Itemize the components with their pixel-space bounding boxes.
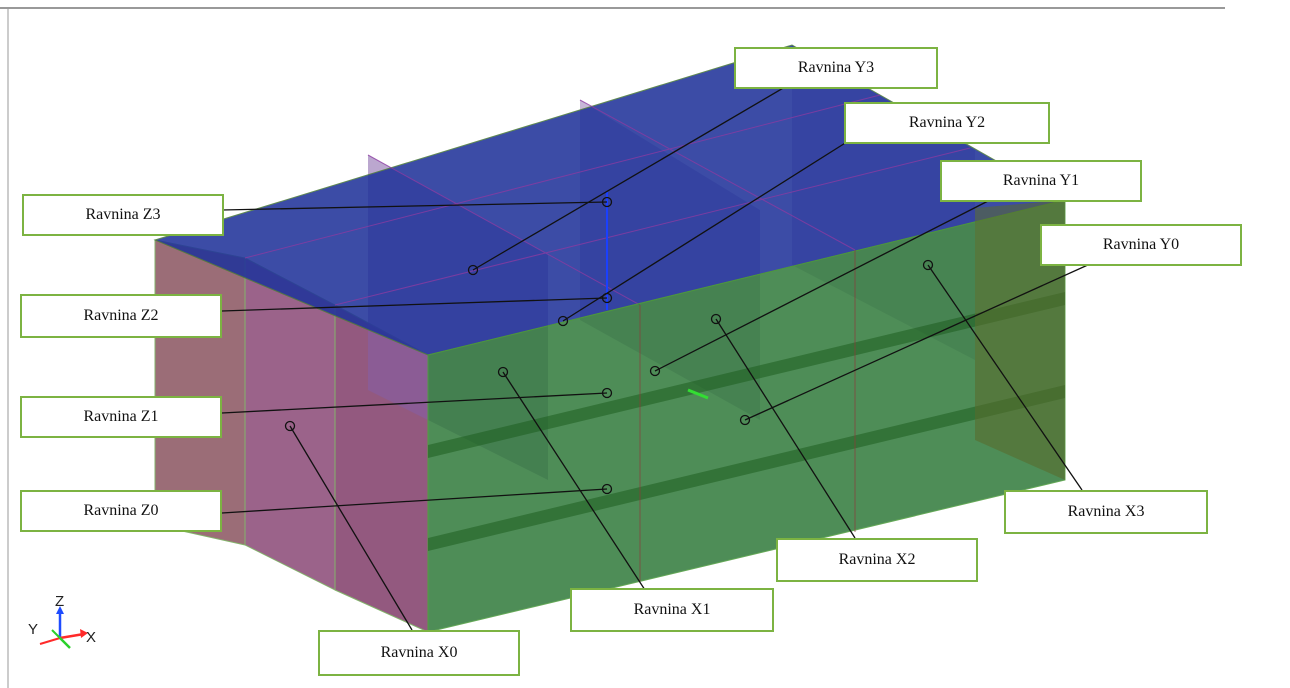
leader-z2 xyxy=(221,297,608,312)
triad-x-arrow xyxy=(80,629,88,638)
triad-y-label: Y xyxy=(28,621,38,638)
triad-z-arrow xyxy=(56,606,64,614)
anchor-z2 xyxy=(601,292,613,304)
label-y0[interactable]: Ravnina Y0 xyxy=(1040,224,1242,266)
anchor-z0 xyxy=(601,483,613,495)
scene-y-axis xyxy=(687,388,709,400)
label-z3[interactable]: Ravnina Z3 xyxy=(22,194,224,236)
anchor-y3 xyxy=(467,264,479,276)
plane-z1-band xyxy=(428,385,1065,551)
anchor-y2 xyxy=(557,315,569,327)
leader-y1 xyxy=(654,199,991,372)
triad-x-neg xyxy=(39,637,61,645)
leader-lines xyxy=(221,83,1091,631)
triad-x-axis xyxy=(59,632,85,640)
label-x0[interactable]: Ravnina X0 xyxy=(318,630,520,676)
label-x1[interactable]: Ravnina X1 xyxy=(570,588,774,632)
top-grid xyxy=(244,94,971,306)
label-y2[interactable]: Ravnina Y2 xyxy=(844,102,1050,144)
leader-y2 xyxy=(562,139,851,322)
leader-z3 xyxy=(221,201,608,211)
triad-x-label: X xyxy=(86,629,96,646)
anchor-z3 xyxy=(601,196,613,208)
leader-x3 xyxy=(927,264,1083,491)
anchor-x2 xyxy=(710,313,722,325)
plane-x3-side xyxy=(975,200,1065,480)
plane-z2-band xyxy=(428,292,1065,458)
z-plane-bands xyxy=(428,292,1065,551)
leader-x1 xyxy=(502,371,646,591)
leader-z0 xyxy=(221,488,608,514)
label-y1[interactable]: Ravnina Y1 xyxy=(940,160,1142,202)
anchor-y1 xyxy=(649,365,661,377)
label-y3[interactable]: Ravnina Y3 xyxy=(734,47,938,89)
triad-y-neg xyxy=(51,629,61,639)
leader-y0 xyxy=(744,263,1091,421)
anchor-x3 xyxy=(922,259,934,271)
label-z1[interactable]: Ravnina Z1 xyxy=(20,396,222,438)
axis-triad-icon: Z Y X xyxy=(28,594,96,649)
anchor-x1 xyxy=(497,366,509,378)
label-x2[interactable]: Ravnina X2 xyxy=(776,538,978,582)
label-z2[interactable]: Ravnina Z2 xyxy=(20,294,222,338)
leader-z1 xyxy=(221,392,608,414)
triad-z-label: Z xyxy=(55,594,64,610)
label-x3[interactable]: Ravnina X3 xyxy=(1004,490,1208,534)
anchor-x0 xyxy=(284,420,296,432)
leader-x0 xyxy=(289,425,413,631)
anchor-z1 xyxy=(601,387,613,399)
front-dividers xyxy=(639,250,856,582)
anchor-y0 xyxy=(739,414,751,426)
label-z0[interactable]: Ravnina Z0 xyxy=(20,490,222,532)
anchor-points xyxy=(284,196,934,495)
leader-x2 xyxy=(715,318,856,539)
triad-y-axis xyxy=(59,637,71,649)
leader-y3 xyxy=(472,83,791,271)
